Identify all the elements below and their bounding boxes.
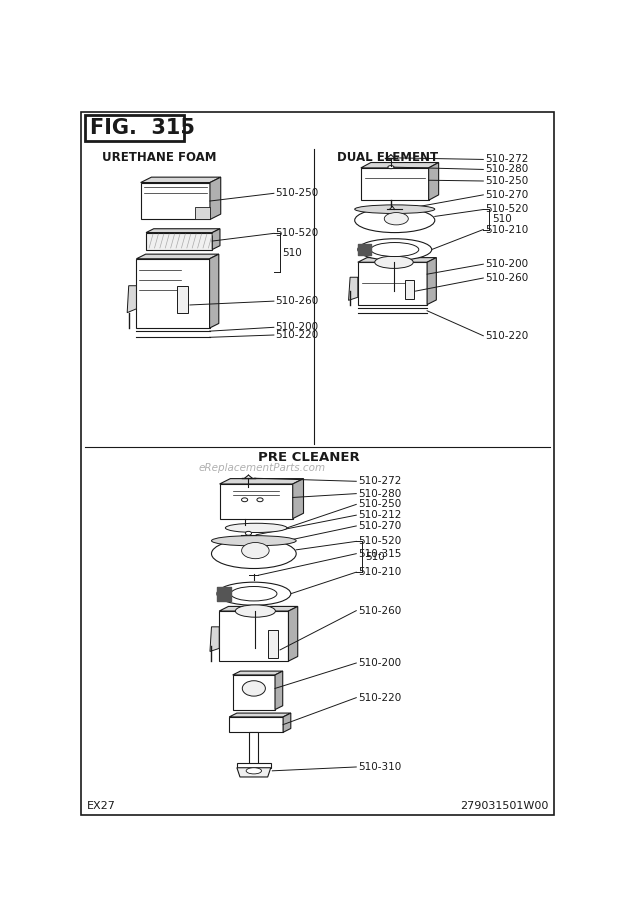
Ellipse shape (390, 211, 395, 214)
Ellipse shape (355, 205, 435, 214)
Text: 510-220: 510-220 (275, 330, 319, 340)
Text: 510-270: 510-270 (485, 190, 528, 200)
Text: 510-260: 510-260 (275, 297, 319, 306)
Polygon shape (146, 229, 220, 232)
Polygon shape (361, 168, 428, 200)
Polygon shape (219, 484, 293, 519)
Polygon shape (136, 259, 210, 328)
Bar (85, 115, 184, 141)
Ellipse shape (225, 523, 287, 532)
Polygon shape (141, 183, 210, 219)
Text: 510-280: 510-280 (358, 488, 401, 498)
Text: FIG.  315: FIG. 315 (90, 118, 195, 138)
Polygon shape (288, 607, 298, 661)
Polygon shape (210, 254, 219, 328)
Polygon shape (219, 611, 288, 661)
Polygon shape (210, 177, 221, 219)
Text: 510-250: 510-250 (275, 188, 319, 198)
Polygon shape (195, 207, 210, 219)
Polygon shape (293, 478, 304, 519)
Text: 510-220: 510-220 (358, 693, 401, 702)
Ellipse shape (211, 535, 296, 546)
Text: 510-200: 510-200 (275, 322, 319, 332)
Polygon shape (275, 671, 283, 710)
Polygon shape (358, 258, 436, 263)
Ellipse shape (384, 213, 409, 225)
Polygon shape (210, 627, 219, 652)
Text: 510-310: 510-310 (358, 762, 401, 772)
Text: 510-315: 510-315 (358, 549, 401, 559)
Text: 510-270: 510-270 (358, 521, 401, 531)
Polygon shape (358, 263, 427, 305)
Ellipse shape (242, 543, 269, 559)
Ellipse shape (246, 767, 262, 774)
Text: 510-272: 510-272 (358, 476, 401, 487)
Text: 510-212: 510-212 (358, 510, 401, 521)
Polygon shape (229, 713, 291, 717)
Text: 510: 510 (282, 248, 302, 258)
Text: 510-272: 510-272 (485, 154, 528, 164)
Polygon shape (361, 162, 438, 168)
Polygon shape (177, 285, 188, 313)
Ellipse shape (217, 582, 291, 605)
Polygon shape (427, 258, 436, 305)
Text: 510-260: 510-260 (358, 606, 401, 616)
Polygon shape (232, 675, 275, 710)
Ellipse shape (231, 587, 277, 601)
Polygon shape (405, 280, 414, 299)
Ellipse shape (355, 208, 435, 232)
Ellipse shape (246, 532, 252, 535)
Polygon shape (268, 630, 278, 657)
Polygon shape (141, 177, 221, 183)
Polygon shape (219, 478, 304, 484)
Text: 279031501W00: 279031501W00 (461, 800, 549, 811)
Text: EX27: EX27 (87, 800, 115, 811)
Polygon shape (348, 277, 358, 300)
Ellipse shape (358, 239, 432, 261)
Text: 510-520: 510-520 (358, 536, 401, 546)
Ellipse shape (242, 681, 265, 696)
Text: eReplacementParts.com: eReplacementParts.com (198, 464, 326, 473)
Ellipse shape (236, 605, 275, 617)
Text: 510-210: 510-210 (358, 567, 401, 577)
Ellipse shape (242, 498, 247, 502)
Polygon shape (146, 232, 212, 250)
Text: 510-280: 510-280 (485, 164, 528, 174)
Text: URETHANE FOAM: URETHANE FOAM (102, 151, 216, 163)
Text: 510-200: 510-200 (485, 259, 528, 269)
Polygon shape (212, 229, 220, 250)
Ellipse shape (257, 498, 263, 502)
Text: 510-520: 510-520 (275, 229, 319, 239)
Polygon shape (283, 713, 291, 733)
Polygon shape (428, 162, 438, 200)
Polygon shape (229, 717, 283, 733)
Polygon shape (237, 763, 271, 767)
Ellipse shape (371, 242, 419, 256)
Ellipse shape (211, 539, 296, 568)
Text: 510-220: 510-220 (485, 330, 528, 341)
Polygon shape (136, 254, 219, 259)
Polygon shape (127, 285, 136, 313)
Polygon shape (232, 671, 283, 675)
Ellipse shape (374, 256, 413, 268)
Bar (249, 733, 259, 765)
Text: PRE CLEANER: PRE CLEANER (259, 451, 360, 464)
Polygon shape (237, 767, 271, 777)
Ellipse shape (226, 537, 286, 544)
Text: 510-520: 510-520 (485, 205, 528, 215)
Text: 510-210: 510-210 (485, 225, 528, 234)
Text: 510-250: 510-250 (485, 176, 528, 186)
Text: 510-260: 510-260 (485, 273, 528, 283)
Polygon shape (219, 607, 298, 611)
Text: 510-250: 510-250 (358, 499, 401, 509)
Text: DUAL ELEMENT: DUAL ELEMENT (337, 151, 438, 163)
Ellipse shape (388, 165, 394, 169)
Text: 510: 510 (492, 215, 512, 225)
Text: 510: 510 (365, 552, 384, 562)
Text: 510-200: 510-200 (358, 658, 401, 668)
